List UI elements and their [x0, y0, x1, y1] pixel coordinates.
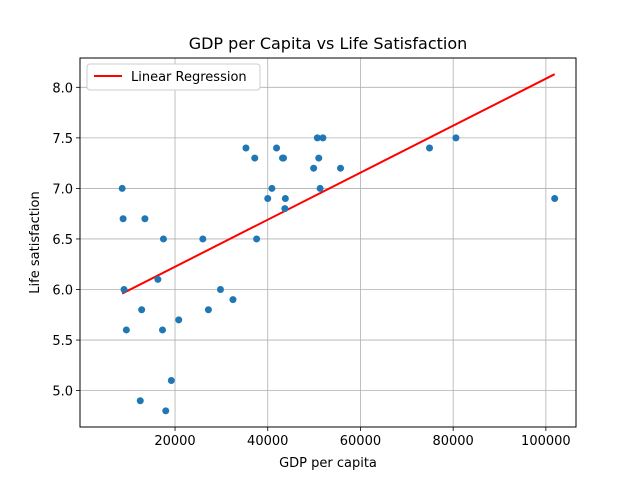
x-tick-label: 60000 [340, 434, 381, 449]
data-point [122, 326, 130, 334]
data-point [118, 184, 126, 192]
data-point [253, 235, 261, 243]
data-point [154, 275, 162, 283]
data-point [313, 134, 321, 142]
data-point [281, 195, 289, 203]
data-point [319, 134, 327, 142]
data-point [279, 154, 287, 162]
y-axis-label: Life satisfaction [28, 191, 43, 293]
y-tick-label: 5.5 [52, 334, 73, 349]
x-tick-label: 20000 [154, 434, 195, 449]
data-point [264, 195, 272, 203]
data-point [175, 316, 183, 324]
data-point [159, 235, 167, 243]
data-point [159, 326, 167, 334]
data-point [273, 144, 281, 152]
data-point [337, 164, 345, 172]
y-tick-label: 6.0 [52, 284, 73, 299]
data-point [268, 184, 276, 192]
y-tick-label: 5.0 [52, 385, 73, 400]
data-point [242, 144, 250, 152]
data-point [136, 397, 144, 405]
scatter-points [118, 134, 559, 415]
data-point [315, 154, 323, 162]
data-point [120, 286, 128, 294]
data-point [281, 205, 289, 213]
legend-label: Linear Regression [131, 70, 247, 85]
x-tick-label: 40000 [247, 434, 288, 449]
y-tick-label: 7.0 [52, 182, 73, 197]
y-axis-ticks: 5.0 5.5 6.0 6.5 7.0 7.5 8.0 [52, 81, 80, 400]
x-axis-label: GDP per capita [279, 456, 377, 471]
data-point [229, 296, 237, 304]
y-tick-label: 6.5 [52, 233, 73, 248]
y-tick-label: 7.5 [52, 132, 73, 147]
data-point [141, 215, 149, 223]
data-point [551, 195, 559, 203]
x-axis-ticks: 20000 40000 60000 80000 100000 [154, 427, 571, 449]
data-point [204, 306, 212, 314]
plot-frame [79, 57, 577, 428]
data-point [316, 184, 324, 192]
regression-line-layer [121, 73, 556, 295]
x-tick-label: 100000 [521, 434, 571, 449]
data-point [251, 154, 259, 162]
data-point [119, 215, 127, 223]
x-tick-label: 80000 [432, 434, 473, 449]
chart-title: GDP per Capita vs Life Satisfaction [189, 34, 468, 53]
data-point [167, 376, 175, 384]
data-point [426, 144, 434, 152]
legend-box [86, 63, 261, 91]
data-point [452, 134, 460, 142]
legend: Linear Regression [86, 63, 261, 91]
data-point [162, 407, 170, 415]
data-point [216, 286, 224, 294]
data-point [310, 164, 318, 172]
regression-line [121, 73, 556, 295]
y-tick-label: 8.0 [52, 81, 73, 96]
data-point [138, 306, 146, 314]
data-point [199, 235, 207, 243]
